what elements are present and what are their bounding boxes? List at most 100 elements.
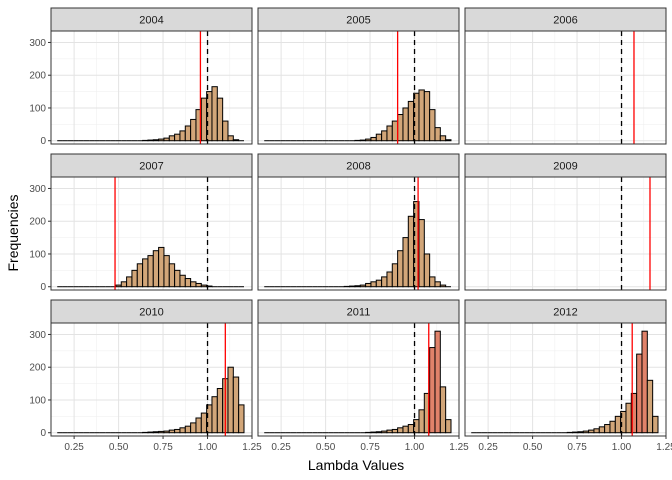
histogram-bar — [582, 430, 590, 434]
x-tick-label: 0.75 — [360, 442, 380, 453]
histogram-bar — [152, 139, 160, 142]
panel-border — [50, 30, 253, 145]
panel-border — [50, 322, 253, 437]
facet-panel-2008: 2008 — [257, 153, 460, 291]
histogram-bar — [163, 430, 170, 434]
histogram-bar — [211, 86, 218, 142]
histogram-bar — [434, 127, 441, 142]
histogram-bar — [593, 428, 600, 434]
facet-strip-label: 2005 — [346, 15, 370, 27]
panel-background — [465, 177, 666, 290]
histogram-bar — [174, 428, 181, 434]
facet-strip-label: 2007 — [139, 161, 163, 173]
facet-panel-2005: 2005 — [257, 7, 460, 145]
histogram-bar — [227, 366, 234, 434]
facet-panel-2006: 2006 — [464, 7, 667, 145]
x-tick-label: 0.75 — [567, 442, 587, 453]
facet-strip-label: 2011 — [347, 307, 371, 319]
histogram-bar — [163, 137, 170, 142]
histogram-bar — [652, 415, 659, 434]
facet-panels: 2004 0 100 200 300 2005 2006 2007 0 100 200 300 2008… — [29, 7, 672, 453]
histogram-bar — [216, 97, 224, 142]
histogram-bar — [402, 237, 409, 288]
histogram-bar — [370, 431, 377, 434]
histogram-bar — [200, 97, 208, 142]
histogram-bar — [439, 284, 447, 288]
histogram-bar — [429, 109, 436, 142]
y-tick-label: 300 — [29, 38, 46, 49]
histogram-bar — [200, 284, 208, 288]
x-tick-label: 1.00 — [198, 442, 218, 453]
histogram-bar — [434, 330, 441, 434]
histogram-bar — [222, 120, 229, 142]
facet-strip-label: 2006 — [553, 15, 577, 27]
histogram-bar — [386, 429, 393, 434]
histogram-bar — [381, 276, 388, 288]
histogram-bar — [359, 284, 367, 288]
histogram-bar — [375, 431, 383, 434]
histogram-bar — [179, 427, 186, 434]
histogram-bar — [206, 404, 213, 434]
panel-border — [464, 176, 667, 291]
histogram-bar — [184, 278, 192, 288]
histogram-bar — [572, 431, 579, 434]
y-tick-label: 100 — [29, 395, 46, 406]
histogram-bar — [625, 402, 632, 434]
y-tick-label: 0 — [40, 428, 46, 439]
histogram-bar — [407, 424, 415, 434]
histogram-bar — [439, 135, 447, 142]
histogram-bar — [163, 255, 170, 288]
histogram-bar — [152, 250, 160, 288]
histogram-bar — [200, 412, 208, 434]
histogram-bar — [429, 347, 436, 434]
facet-panel-2011: 2011 0.25 0.50 0.75 1.00 1.25 — [257, 299, 469, 453]
histogram-bar — [354, 285, 361, 288]
histogram-bar — [365, 138, 372, 142]
histogram-bar — [402, 107, 409, 142]
histogram-bar — [439, 386, 447, 434]
histogram-bar — [195, 282, 202, 288]
histogram-bar — [418, 219, 425, 288]
histogram-bar — [614, 415, 622, 434]
histogram-bar — [190, 422, 197, 434]
histogram-bar — [158, 246, 165, 288]
histogram-bar — [429, 276, 436, 288]
histogram-bar — [407, 215, 415, 288]
x-tick-label: 0.50 — [523, 442, 543, 453]
panel-background — [465, 31, 666, 144]
histogram-bar — [120, 281, 128, 288]
facet-panel-2007: 2007 0 100 200 300 — [29, 153, 253, 293]
panel-border — [257, 176, 460, 291]
histogram-bar — [147, 139, 154, 142]
histogram-bar — [646, 379, 654, 434]
facet-panel-2010: 2010 0 100 200 300 0.25 0.50 0.75 1.00 1.25 — [29, 299, 262, 453]
histogram-bar — [147, 255, 154, 288]
histogram-bar — [232, 376, 240, 434]
histogram-bar — [386, 125, 393, 142]
y-tick-label: 100 — [29, 103, 46, 114]
histogram-bar — [238, 404, 245, 434]
histogram-bar — [190, 118, 197, 142]
histogram-bar — [227, 135, 234, 142]
y-tick-label: 300 — [29, 330, 46, 341]
x-tick-label: 1.25 — [656, 442, 672, 453]
panel-border — [50, 176, 253, 291]
histogram-bar — [397, 114, 404, 142]
histogram-bar — [636, 353, 643, 434]
histogram-bar — [381, 130, 388, 142]
y-tick-label: 200 — [29, 363, 46, 374]
x-tick-label: 0.75 — [153, 442, 173, 453]
histogram-bar — [147, 431, 154, 434]
x-tick-label: 1.00 — [612, 442, 632, 453]
histogram-bar — [370, 136, 377, 142]
histogram-bar — [375, 133, 383, 142]
histogram-bar — [152, 431, 160, 434]
histogram-bar — [190, 281, 197, 288]
histogram-bar — [577, 431, 584, 434]
histogram-bar — [381, 430, 388, 434]
histogram-bar — [179, 274, 186, 288]
histogram-bar — [168, 263, 176, 288]
x-tick-label: 1.25 — [242, 442, 262, 453]
y-tick-label: 300 — [29, 184, 46, 195]
